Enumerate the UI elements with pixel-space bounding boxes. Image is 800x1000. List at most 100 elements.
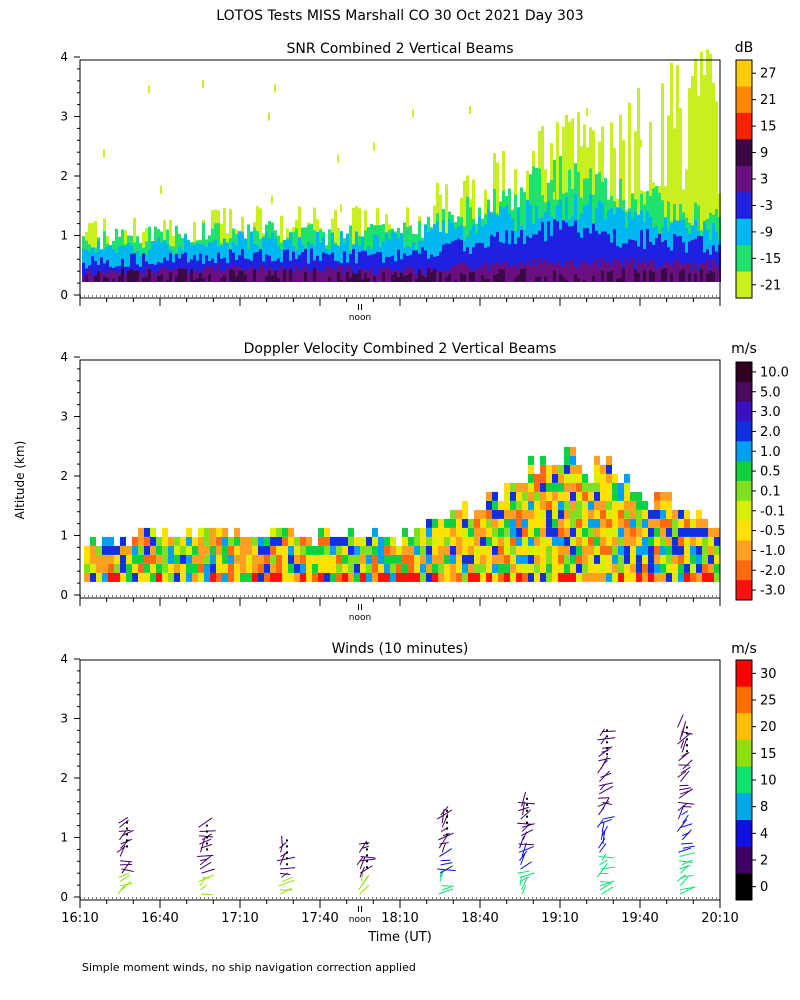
wind-barb	[681, 738, 687, 753]
doppler-cell	[666, 545, 672, 555]
x-tick-label: 18:40	[461, 911, 498, 926]
wind-barb	[682, 759, 693, 770]
doppler-cell	[288, 572, 294, 582]
doppler-colorbar-unit: m/s	[731, 341, 757, 357]
doppler-cell	[474, 536, 480, 546]
snr-cell	[508, 267, 511, 282]
doppler-cell	[450, 545, 456, 555]
snr-cell	[529, 238, 532, 282]
snr-cell	[571, 226, 574, 282]
doppler-cell	[294, 563, 300, 573]
snr-cell	[367, 255, 370, 282]
colorbar-tick-label: 2	[760, 854, 768, 869]
snr-cell	[313, 268, 316, 282]
snr-cell	[145, 267, 148, 282]
doppler-cell	[570, 509, 576, 519]
wind-barb	[518, 806, 529, 812]
doppler-cell	[606, 518, 612, 528]
doppler-cell	[702, 518, 708, 528]
doppler-cell	[576, 509, 582, 519]
doppler-cell	[654, 500, 660, 510]
colorbar-tick-label: -0.5	[760, 524, 785, 539]
wind-barb	[520, 861, 532, 870]
snr-cell	[673, 234, 676, 282]
snr-cell	[97, 241, 100, 282]
doppler-cell	[546, 536, 552, 546]
doppler-cell	[390, 572, 396, 582]
doppler-cell	[582, 518, 588, 528]
doppler-cell	[564, 536, 570, 546]
snr-cell	[223, 257, 226, 282]
wind-dot	[606, 729, 608, 732]
doppler-cell	[534, 482, 540, 492]
snr-cell	[373, 275, 376, 282]
snr-cell	[544, 259, 547, 282]
doppler-cell	[444, 563, 450, 573]
snr-cell	[274, 270, 277, 282]
doppler-cell	[282, 545, 288, 555]
doppler-cell	[150, 536, 156, 546]
doppler-cell	[258, 545, 264, 555]
doppler-cell	[480, 527, 486, 537]
doppler-cell	[522, 518, 528, 528]
colorbar-tick-label: 15	[760, 747, 777, 762]
doppler-cell	[468, 563, 474, 573]
doppler-cell	[360, 563, 366, 573]
doppler-cell	[570, 554, 576, 564]
colorbar-swatch	[736, 139, 752, 167]
snr-cell	[460, 262, 463, 282]
doppler-cell	[504, 563, 510, 573]
doppler-cell	[642, 545, 648, 555]
doppler-cell	[144, 572, 150, 582]
snr-cell	[580, 261, 583, 282]
wind-barb	[517, 801, 535, 805]
doppler-cell	[576, 572, 582, 582]
snr-cell	[484, 279, 487, 282]
snr-cell	[490, 234, 493, 282]
snr-cell	[397, 249, 400, 282]
doppler-cell	[474, 554, 480, 564]
wind-barb	[600, 772, 612, 778]
doppler-cell	[174, 554, 180, 564]
snr-cell	[355, 263, 358, 282]
snr-cell	[619, 277, 622, 282]
doppler-cell	[354, 572, 360, 582]
doppler-cell	[342, 536, 348, 546]
doppler-cell	[504, 509, 510, 519]
wind-barb	[199, 835, 213, 838]
doppler-cell	[600, 518, 606, 528]
doppler-cell	[546, 572, 552, 582]
snr-cell	[319, 260, 322, 282]
snr-cell	[445, 276, 448, 282]
snr-cell	[148, 269, 151, 282]
doppler-cell	[414, 545, 420, 555]
doppler-cell	[600, 509, 606, 519]
wind-barb	[439, 842, 449, 845]
doppler-cell	[492, 572, 498, 582]
doppler-cell	[630, 500, 636, 510]
doppler-cell	[630, 518, 636, 528]
wind-barb	[680, 789, 692, 795]
snr-cell	[379, 268, 382, 282]
doppler-cell	[372, 554, 378, 564]
doppler-cell	[528, 491, 534, 501]
doppler-cell	[366, 554, 372, 564]
wind-barb	[679, 886, 695, 895]
wind-barb	[676, 819, 688, 832]
doppler-cell	[300, 554, 306, 564]
doppler-cell	[606, 464, 612, 474]
snr-cell	[478, 242, 481, 282]
snr-cell	[271, 275, 274, 282]
doppler-cell	[234, 545, 240, 555]
snr-cell	[199, 253, 202, 282]
wind-dot	[206, 842, 208, 845]
doppler-cell	[150, 572, 156, 582]
snr-cell	[439, 251, 442, 282]
colorbar-tick-label: 5.0	[760, 385, 781, 400]
doppler-cell	[402, 527, 408, 537]
doppler-cell	[528, 455, 534, 465]
snr-cell	[484, 262, 487, 282]
doppler-cell	[636, 545, 642, 555]
doppler-cell	[516, 509, 522, 519]
doppler-cell	[156, 554, 162, 564]
